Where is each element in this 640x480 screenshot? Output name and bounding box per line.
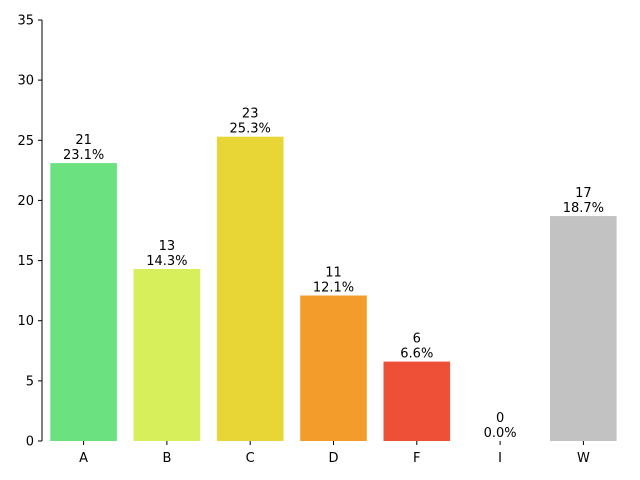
y-tick-label-0: 0: [26, 435, 34, 450]
x-tick-label-C: C: [246, 451, 255, 466]
y-tick-label-30: 30: [17, 74, 34, 89]
x-tick-label-I: I: [498, 451, 502, 466]
labels-layer: 2123.1%A1314.3%B2325.3%C1112.1%D66.6%F00…: [17, 14, 604, 467]
bar-count-label-D: 11: [325, 266, 342, 281]
bar-count-label-I: 0: [496, 411, 504, 426]
bar-percent-label-I: 0.0%: [484, 426, 517, 441]
bar-A: [50, 163, 117, 441]
y-tick-label-35: 35: [17, 14, 34, 29]
x-tick-label-W: W: [577, 451, 590, 466]
axes-layer: [38, 19, 584, 445]
bar-percent-label-C: 25.3%: [230, 122, 271, 137]
y-tick-label-25: 25: [17, 134, 34, 149]
bar-percent-label-D: 12.1%: [313, 281, 354, 296]
y-tick-label-20: 20: [17, 194, 34, 209]
bar-F: [383, 361, 451, 441]
bar-count-label-B: 13: [159, 239, 176, 254]
bar-percent-label-B: 14.3%: [146, 254, 187, 269]
bar-count-label-F: 6: [413, 332, 421, 347]
y-tick-label-5: 5: [26, 374, 34, 389]
bar-D: [300, 295, 367, 441]
bar-C: [216, 136, 284, 441]
x-tick-label-B: B: [162, 451, 171, 466]
bar-B: [133, 269, 201, 441]
y-tick-label-15: 15: [17, 254, 34, 269]
bar-percent-label-W: 18.7%: [563, 201, 604, 216]
y-tick-label-10: 10: [17, 314, 34, 329]
x-tick-label-D: D: [328, 451, 338, 466]
bar-percent-label-F: 6.6%: [400, 347, 433, 362]
bar-count-label-A: 21: [75, 133, 92, 148]
bars-layer: [50, 136, 617, 441]
bar-count-label-W: 17: [575, 186, 592, 201]
bar-count-label-C: 23: [242, 107, 259, 122]
x-tick-label-A: A: [79, 451, 88, 466]
bar-W: [550, 216, 617, 441]
x-tick-label-F: F: [413, 451, 420, 466]
bar-percent-label-A: 23.1%: [63, 148, 104, 163]
